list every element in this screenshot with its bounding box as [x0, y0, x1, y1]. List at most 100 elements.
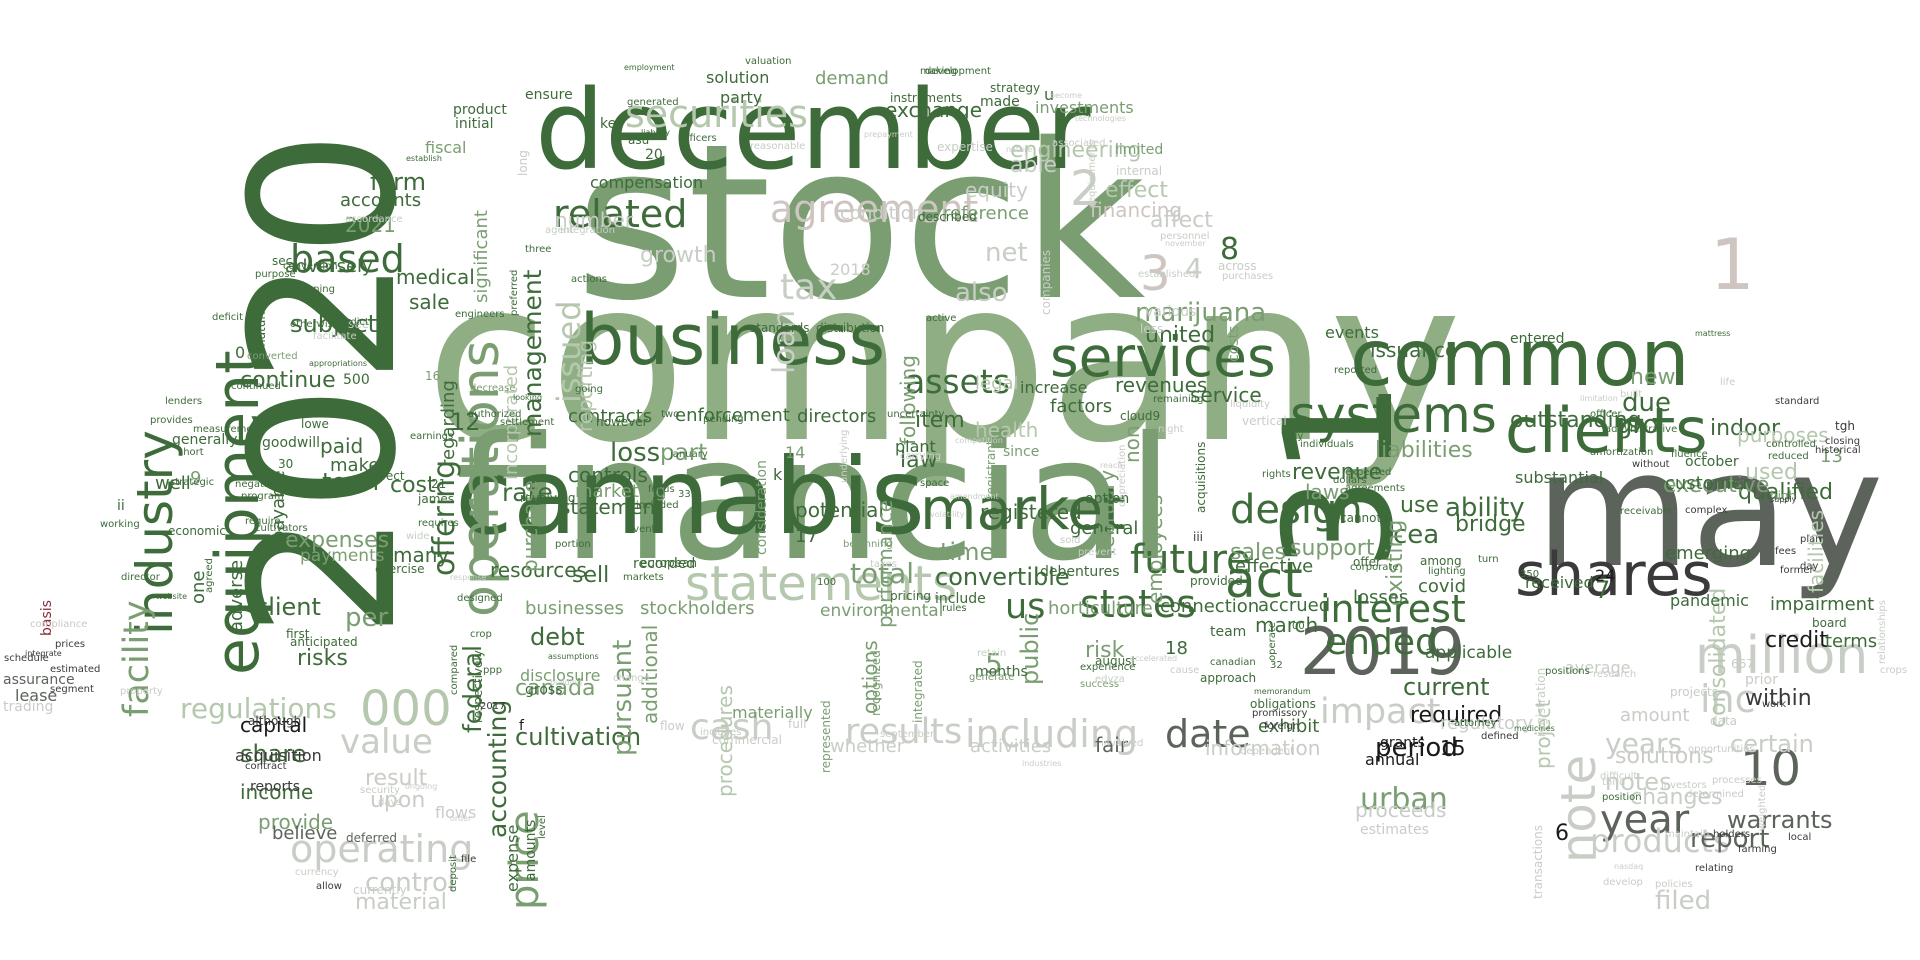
cloud-word-engineering: engineering — [1010, 138, 1142, 163]
cloud-word-demand: demand — [815, 68, 889, 89]
cloud-word-sales: sales — [1230, 540, 1287, 565]
cloud-word-urban: urban — [1360, 782, 1448, 817]
cloud-word-described: described — [918, 210, 977, 224]
cloud-word-strategy: strategy — [990, 81, 1041, 95]
cloud-word-14: 14 — [785, 443, 806, 462]
cloud-word-indoor: indoor — [1710, 416, 1780, 441]
cloud-word-require: require — [245, 516, 281, 527]
cloud-word-included: included — [636, 500, 679, 511]
cloud-word-however: however — [596, 415, 648, 429]
cloud-word-generated: generated — [627, 97, 679, 108]
cloud-word-work: work — [1762, 699, 1787, 710]
cloud-word-establish: establish — [406, 154, 442, 163]
cloud-word-2021: 2021 — [345, 213, 396, 237]
cloud-word-0: 0 — [235, 343, 246, 362]
cloud-word-commissioning: commissioning — [260, 284, 335, 295]
cloud-word-conversion: conversion — [283, 261, 338, 272]
cloud-word-amounts: amounts — [523, 820, 539, 882]
cloud-word-remaining: remaining — [1153, 394, 1204, 405]
cloud-word-customer: customer — [1665, 473, 1750, 494]
cloud-word-march: march — [1255, 613, 1319, 637]
cloud-word-company: company — [425, 231, 1462, 493]
cloud-word-ote: note — [1551, 755, 1607, 864]
cloud-word-marijuana: marijuana — [1135, 298, 1267, 328]
cloud-word-reported: reported — [1334, 365, 1378, 376]
cloud-word-amendment: amendment — [950, 492, 999, 501]
cloud-word-registrant: registrant — [984, 440, 998, 499]
cloud-word-within: within — [1745, 686, 1812, 711]
cloud-word-generally: generally — [172, 432, 238, 448]
cloud-word-february: february — [1095, 470, 1119, 556]
cloud-word-information: information — [1205, 736, 1321, 760]
cloud-word-focus: focus — [648, 484, 675, 495]
cloud-word-control: control — [365, 868, 456, 898]
cloud-word-continue: continue — [240, 368, 336, 393]
cloud-word-revenues: revenues — [1115, 373, 1208, 397]
cloud-word-2018: 2018 — [830, 260, 871, 279]
cloud-word-law: law — [900, 448, 938, 473]
cloud-word-reduced: reduced — [1768, 451, 1809, 462]
cloud-word-6: 6 — [1555, 821, 1569, 846]
cloud-word-legal: legal — [975, 373, 1019, 394]
cloud-word-supply: supply — [1770, 495, 1797, 504]
cloud-word-ppp: ppp — [483, 665, 503, 676]
cloud-word-emerging: emerging — [1665, 543, 1752, 564]
cloud-word-response: response — [450, 573, 487, 582]
cloud-word-operating: operating — [290, 827, 474, 871]
cloud-word-research: research — [1593, 669, 1637, 680]
cloud-word-debentures: debentures — [1040, 564, 1120, 580]
cloud-word-order: order — [450, 814, 472, 823]
cloud-word-economic: economic — [168, 524, 226, 538]
cloud-word-12: 12 — [450, 408, 481, 436]
cloud-word-3: 3 — [1140, 246, 1171, 302]
cloud-word-liquidity: liquidity — [1230, 399, 1270, 410]
cloud-word-tgh: tgh — [1835, 419, 1855, 433]
cloud-word-attorney: attorney — [1454, 718, 1497, 729]
cloud-word-credit: credit — [1765, 628, 1828, 653]
cloud-word-valuation: valuation — [745, 56, 792, 67]
cloud-word-united: united — [1145, 323, 1216, 348]
cloud-word-fluence: fluence — [1671, 449, 1708, 460]
cloud-word-integrate: integrate — [25, 649, 62, 658]
cloud-word-active: active — [926, 313, 957, 324]
cloud-word-sell: sell — [572, 563, 610, 588]
cloud-word-fully: fully — [1282, 431, 1304, 442]
cloud-word-applicable: applicable — [1425, 643, 1513, 663]
cloud-word-employment: employment — [624, 63, 675, 72]
cloud-word-per: per — [345, 603, 389, 633]
cloud-word-risks: risks — [297, 646, 348, 671]
cloud-word-registration: registration — [1534, 668, 1548, 738]
cloud-word-limited: limited — [1115, 142, 1164, 158]
cloud-word-design: design — [1230, 487, 1363, 533]
cloud-word-debt: debt — [530, 623, 585, 651]
cloud-word-life: life — [1720, 377, 1736, 388]
cloud-word-facilitate: facilitate — [313, 331, 357, 342]
cloud-word-certain: certain — [1730, 730, 1814, 758]
cloud-word-warrants: warrants — [1727, 806, 1833, 834]
cloud-word-time: time — [940, 538, 995, 566]
cloud-word-2019: 2019 — [1300, 615, 1466, 690]
cloud-word-going: going — [575, 384, 603, 395]
cloud-word-security: security — [360, 785, 400, 796]
cloud-word-january: january — [670, 449, 708, 460]
cloud-word-30: 30 — [278, 457, 294, 471]
cloud-word-predict: predict — [334, 317, 369, 328]
cloud-word-converted: converted — [247, 351, 298, 362]
cloud-word-requirements: requirements — [1087, 140, 1098, 207]
cloud-word-edyza: edyza — [1095, 674, 1125, 685]
cloud-word-authorized: authorized — [468, 409, 522, 420]
cloud-word-egatively: negatively — [235, 479, 288, 490]
cloud-word-dollars: dollars — [1333, 475, 1367, 486]
cloud-word-level: level — [537, 815, 548, 839]
cloud-word-effective: effective — [1235, 556, 1314, 577]
cloud-word-million: million — [1695, 626, 1869, 686]
cloud-word-potential: potential — [795, 498, 884, 522]
cloud-word-rules: rules — [942, 603, 967, 614]
cloud-word-projects: projects — [1670, 685, 1718, 699]
cloud-word-horticulture: horticulture — [1048, 598, 1153, 619]
cloud-word-et: net — [985, 238, 1028, 268]
cloud-word-solutions: solutions — [1615, 744, 1714, 769]
cloud-word-generate: generate — [969, 672, 1015, 683]
cloud-word-deficit: deficit — [212, 312, 243, 323]
